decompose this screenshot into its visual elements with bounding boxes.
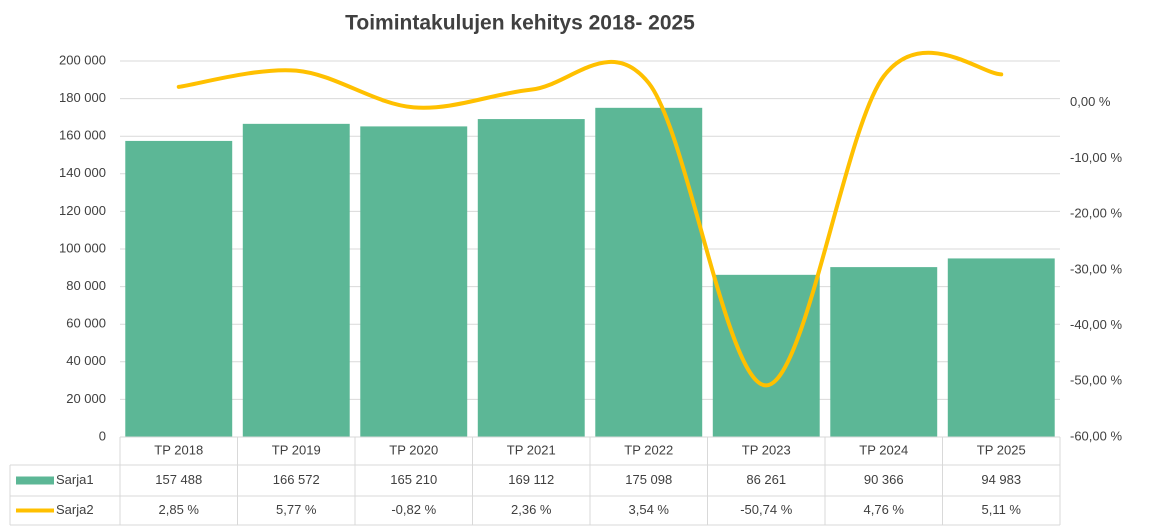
table-value: 86 261 [746, 472, 786, 487]
y-tick-label: 60 000 [66, 316, 106, 331]
y-tick-label: 180 000 [59, 90, 106, 105]
y-tick-label: 20 000 [66, 391, 106, 406]
x-tick-label: TP 2018 [154, 442, 203, 457]
legend-label: Sarja2 [56, 502, 94, 517]
x-tick-label: TP 2021 [507, 442, 556, 457]
table-value: 169 112 [508, 472, 554, 487]
table-value: 3,54 % [629, 502, 670, 517]
table-value: -0,82 % [391, 502, 436, 517]
table-value: 90 366 [864, 472, 904, 487]
y-tick-label: 120 000 [59, 203, 106, 218]
x-tick-label: TP 2020 [389, 442, 438, 457]
table-value: 157 488 [155, 472, 202, 487]
bar [477, 119, 585, 437]
y2-tick-label: -50,00 % [1070, 373, 1122, 388]
bar [947, 258, 1055, 437]
y-tick-label: 200 000 [59, 52, 106, 67]
y-tick-label: 80 000 [66, 278, 106, 293]
chart-title: Toimintakulujen kehitys 2018- 2025 [345, 12, 695, 35]
table-value: 4,76 % [864, 502, 905, 517]
table-value: 5,11 % [981, 502, 1021, 517]
y2-tick-label: -60,00 % [1070, 428, 1122, 443]
table-value: 2,36 % [511, 502, 552, 517]
table-value: 5,77 % [276, 502, 317, 517]
x-tick-label: TP 2025 [977, 442, 1026, 457]
y-tick-label: 40 000 [66, 353, 106, 368]
legend-key [16, 476, 54, 485]
y2-tick-label: -30,00 % [1070, 261, 1122, 276]
bar [595, 107, 703, 437]
y2-tick-label: 0,00 % [1070, 94, 1111, 109]
y-tick-label: 160 000 [59, 128, 106, 143]
table-value: -50,74 % [740, 502, 792, 517]
table-value: 166 572 [273, 472, 320, 487]
bar [830, 267, 938, 437]
y2-tick-label: -20,00 % [1070, 206, 1122, 221]
x-tick-label: TP 2022 [624, 442, 673, 457]
table-value: 165 210 [390, 472, 437, 487]
table-value: 94 983 [981, 472, 1021, 487]
bar [125, 140, 233, 438]
bar [712, 274, 820, 437]
line [176, 50, 1004, 388]
x-tick-label: TP 2019 [272, 442, 321, 457]
x-tick-label: TP 2023 [742, 442, 791, 457]
table-value: 2,85 % [159, 502, 200, 517]
bar [360, 126, 468, 437]
x-tick-label: TP 2024 [859, 442, 908, 457]
legend-label: Sarja1 [56, 472, 94, 487]
y-tick-label: 140 000 [59, 165, 106, 180]
y2-tick-label: -40,00 % [1070, 317, 1122, 332]
table-value: 175 098 [625, 472, 672, 487]
y2-tick-label: -10,00 % [1070, 150, 1122, 165]
bar [242, 123, 350, 438]
y-tick-label: 100 000 [59, 240, 106, 255]
y-tick-label: 0 [99, 428, 106, 443]
